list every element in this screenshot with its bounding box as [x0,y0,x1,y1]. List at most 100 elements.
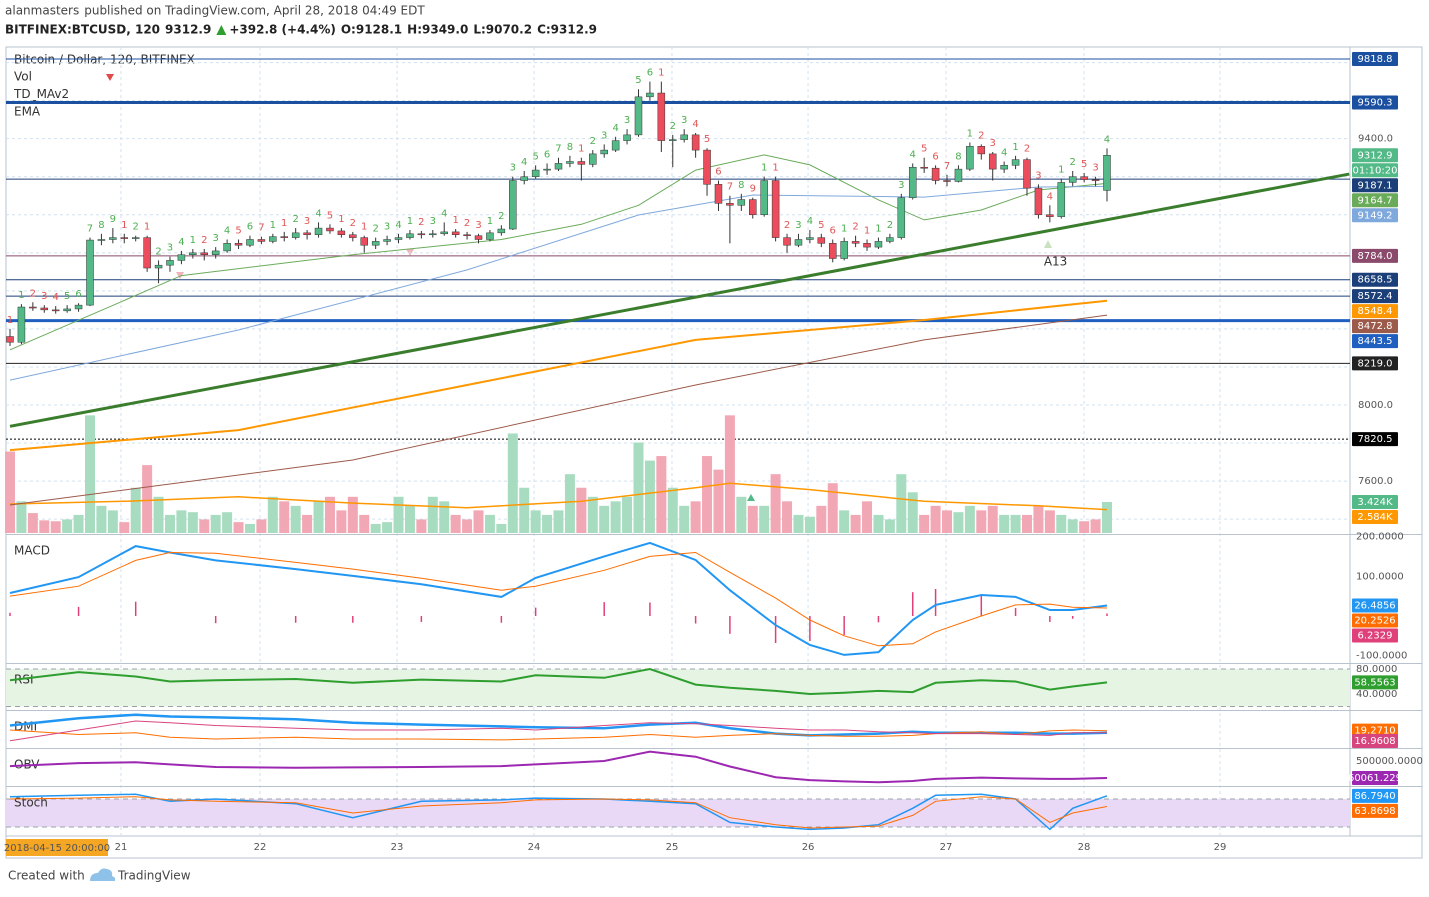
last-price-label-tag [1352,148,1398,163]
level-label-tag [1352,95,1398,110]
candle-body [1103,155,1111,191]
td-count: 3 [990,138,996,149]
td-count: 8 [738,180,744,191]
x-tick-label: 27 [940,842,953,853]
candle-body [657,92,666,141]
volume-bar [542,514,553,533]
td-count: 3 [304,216,310,227]
td-count: 1 [121,220,127,231]
candle-body [977,146,986,155]
td-count: 3 [384,222,390,233]
candle-body [886,237,894,242]
candle-body [646,92,654,98]
td-count: 4 [441,208,447,219]
volume-bar [393,496,404,533]
td-count: 9 [750,184,756,195]
candle-body [349,234,357,238]
volume-bar [279,501,290,533]
y-tick-label: 7600.0 [1358,476,1393,487]
candle-body [440,231,448,235]
footer-brand: TradingView [117,869,191,883]
x-tick-label: 29 [1214,842,1227,853]
volume-bar [164,514,175,533]
td-count: 1 [772,163,778,174]
volume-label-tag [1352,495,1398,510]
candle-body [303,232,311,235]
candle-body [429,233,437,236]
candle-body [314,227,323,235]
td-count: 4 [692,119,698,130]
level-label-tag [1352,272,1398,287]
td-count: 5 [635,75,641,86]
indicator-label-tag [1352,788,1398,803]
level-label-tag [1352,356,1398,371]
td-count: 2 [590,136,596,147]
ohlc-high: H:9349.0 [407,23,468,37]
td-count: 6 [932,151,938,162]
candle-body [177,254,186,261]
volume-bar [667,487,678,533]
volume-bar [953,512,964,533]
volume-bar [484,514,495,533]
indicator-label: 16.9608 [1354,736,1395,747]
td-count: 2 [201,235,207,246]
td-count: 1 [190,235,196,246]
volume-bar [210,514,221,533]
level-label: 8784.0 [1358,251,1393,262]
candle-body [29,306,37,309]
level-label: 8658.5 [1358,275,1393,286]
candle-body [737,199,746,206]
td-count: 6 [715,167,721,178]
candle-body [531,169,540,177]
td-count: 3 [212,233,218,244]
candle-body [200,252,209,255]
volume-bar [153,496,164,533]
td-count: 1 [761,163,767,174]
volume-bar [599,505,610,533]
indicator-label-tag [1352,628,1398,643]
td-count: 5 [64,291,70,302]
volume-bar [62,519,73,533]
volume-bar [267,496,278,533]
td-count: 6 [247,222,253,233]
volume-bar [199,519,210,533]
volume-bar [73,514,84,533]
td-count: 2 [464,218,470,229]
y-tick-label: 9400.0 [1358,134,1393,145]
td-count: 5 [532,151,538,162]
candle-body [589,153,597,165]
td-count: 2 [292,214,298,225]
footer-created: Created with [8,869,85,883]
td-count: 2 [133,222,139,233]
symbol: BITFINEX:BTCUSD, 120 [5,23,160,37]
volume-bar [507,433,518,533]
td-count: 2 [350,218,356,229]
td-count: 4 [53,292,59,303]
volume-bar [770,474,781,533]
td-count: 1 [281,218,287,229]
level-label-tag [1352,52,1398,67]
candle-body [360,237,368,246]
candle-body [691,134,700,151]
level-label: 9590.3 [1358,97,1393,108]
candle-body [6,336,14,343]
volume-label-tag [1352,510,1398,525]
td-count: 2 [418,217,424,228]
volume-bar [633,442,644,533]
volume-bar [290,505,301,533]
td-count: 7 [258,223,264,234]
td-count: 2 [978,130,984,141]
candle-body [371,241,380,246]
indicator-label-tag [1352,675,1398,690]
indicator-label: 58.5563 [1354,677,1395,688]
td-count: 1 [487,216,493,227]
candle-body [600,149,608,155]
volume-bar [656,456,667,533]
candle-body [280,236,288,238]
td-count: 6 [75,289,81,300]
volume-bar [347,496,358,533]
candle-body [577,161,586,165]
candle-body [109,237,117,240]
